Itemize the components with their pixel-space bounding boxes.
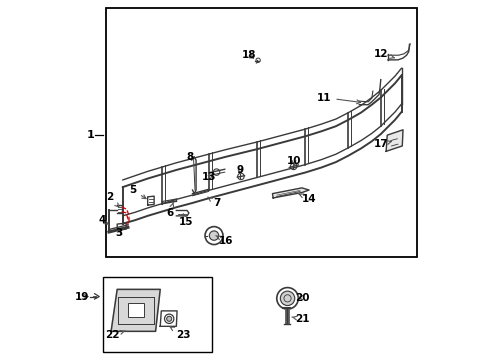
Text: 16: 16	[215, 235, 233, 246]
Text: 6: 6	[166, 203, 173, 218]
Text: 22: 22	[105, 330, 125, 340]
Text: 14: 14	[298, 194, 316, 204]
Text: 4: 4	[98, 215, 108, 225]
Text: 5: 5	[129, 185, 146, 199]
Polygon shape	[111, 289, 160, 331]
Circle shape	[280, 291, 294, 306]
Text: 8: 8	[186, 152, 193, 162]
Bar	[128, 303, 144, 317]
Text: 7: 7	[207, 197, 220, 208]
Text: 18: 18	[241, 50, 256, 60]
Text: 15: 15	[179, 214, 193, 227]
Text: 23: 23	[170, 327, 190, 340]
Text: 10: 10	[286, 156, 301, 166]
Text: 9: 9	[236, 165, 243, 175]
Bar	[106, 8, 416, 257]
Text: 3: 3	[115, 228, 122, 238]
Polygon shape	[272, 188, 308, 198]
Text: 13: 13	[202, 172, 216, 182]
Circle shape	[209, 231, 218, 240]
Circle shape	[166, 316, 171, 321]
Bar	[102, 277, 212, 352]
Text: 19: 19	[75, 292, 89, 302]
Polygon shape	[386, 130, 402, 151]
Text: 20: 20	[295, 293, 309, 303]
Text: 1: 1	[87, 130, 95, 140]
Text: 17: 17	[373, 139, 390, 149]
Text: 2: 2	[106, 192, 119, 207]
Text: 11: 11	[316, 93, 360, 104]
Text: 12: 12	[373, 49, 393, 59]
Text: 21: 21	[291, 314, 308, 324]
